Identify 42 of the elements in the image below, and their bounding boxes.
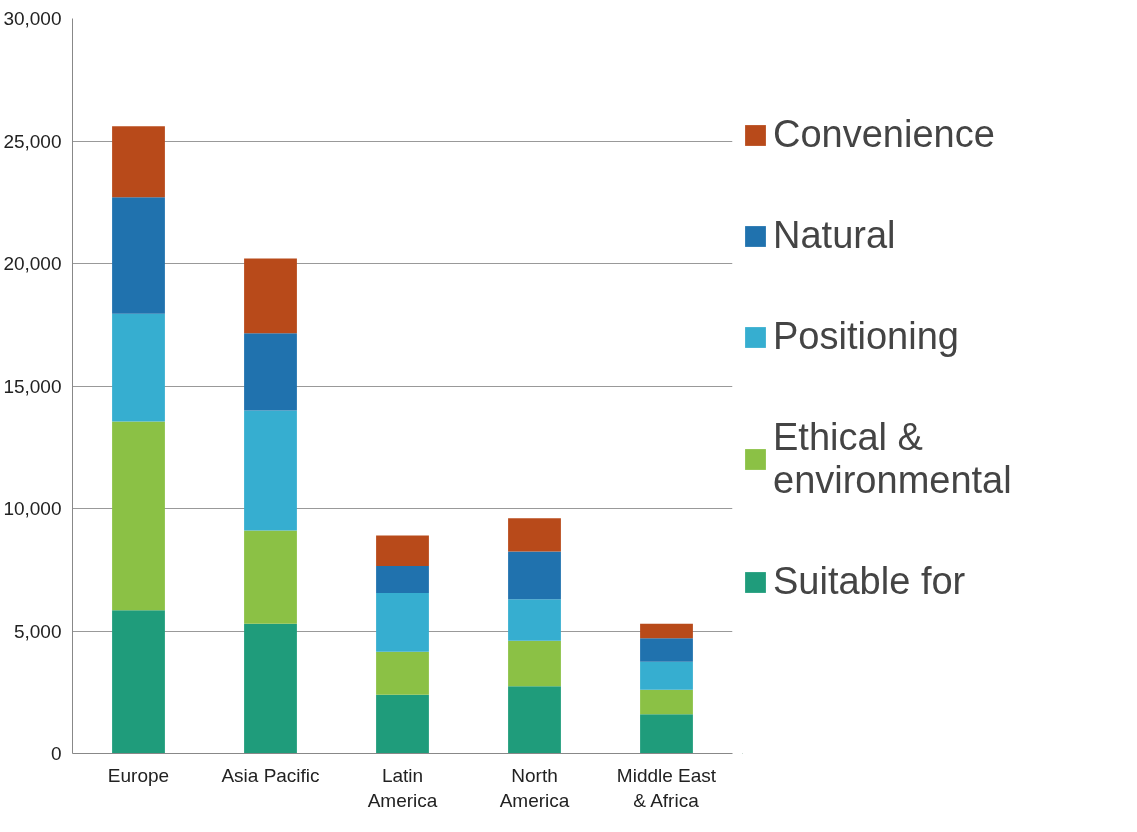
bar bbox=[640, 689, 693, 715]
bar bbox=[376, 566, 429, 594]
bar bbox=[112, 421, 165, 611]
y-tick-label: 0 bbox=[50, 743, 62, 764]
x-tick-label: Middle East & Africa bbox=[616, 764, 717, 811]
y-tick-label: 5,000 bbox=[13, 620, 62, 642]
bar bbox=[376, 535, 429, 567]
y-tick-label: 20,000 bbox=[3, 253, 62, 274]
bar bbox=[640, 714, 693, 754]
legend-label: Positioning bbox=[773, 315, 959, 358]
bar bbox=[640, 638, 693, 662]
bar bbox=[508, 551, 561, 600]
y-tick-label: 15,000 bbox=[3, 375, 62, 397]
bar bbox=[508, 686, 561, 754]
x-tick-label: North America bbox=[499, 764, 570, 811]
bar bbox=[244, 333, 297, 411]
legend-label: Natural bbox=[773, 214, 896, 257]
bar bbox=[244, 623, 297, 754]
bar bbox=[244, 530, 297, 624]
x-tick-label: Europe bbox=[107, 764, 170, 786]
legend-label: Ethical & environmental bbox=[773, 416, 1012, 502]
x-tick-label: Latin America bbox=[367, 764, 438, 811]
y-tick-label: 25,000 bbox=[3, 130, 62, 152]
bar bbox=[640, 623, 693, 639]
bar bbox=[112, 126, 165, 198]
bar bbox=[376, 651, 429, 695]
bar bbox=[244, 410, 297, 531]
bar bbox=[640, 661, 693, 690]
bar bbox=[244, 258, 297, 334]
legend-label: Convenience bbox=[773, 113, 995, 156]
y-tick-label: 30,000 bbox=[3, 8, 62, 29]
bar bbox=[112, 610, 165, 754]
x-tick-label: Asia Pacific bbox=[221, 764, 320, 786]
bar bbox=[508, 599, 561, 641]
bar bbox=[508, 640, 561, 687]
y-tick-label: 10,000 bbox=[3, 498, 62, 519]
bar bbox=[376, 694, 429, 754]
bar bbox=[112, 197, 165, 314]
bar bbox=[376, 593, 429, 652]
bar bbox=[112, 313, 165, 422]
bar bbox=[508, 518, 561, 552]
legend-label: Suitable for bbox=[773, 560, 966, 603]
